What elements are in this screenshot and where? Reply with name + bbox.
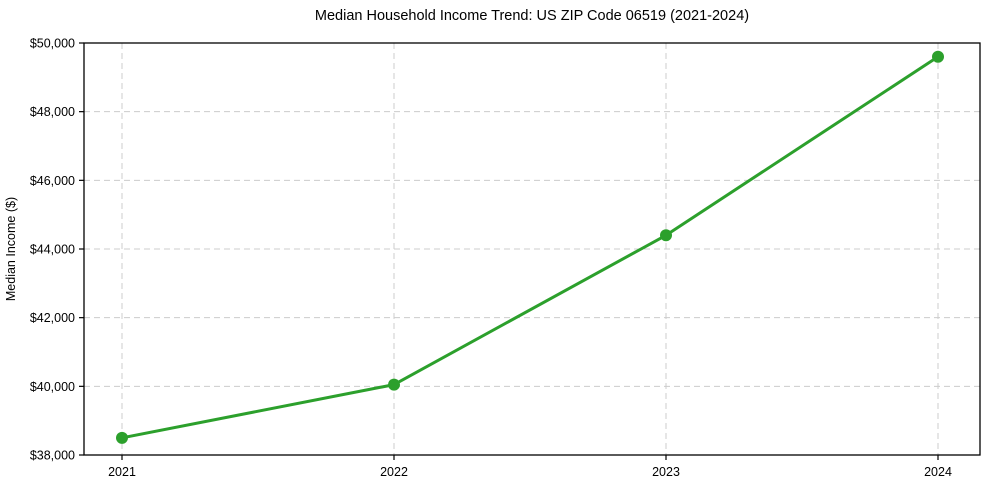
- y-tick-label: $40,000: [30, 380, 75, 394]
- plot-border: [83, 42, 981, 456]
- y-tick-label: $38,000: [30, 449, 75, 463]
- y-tick-label: $44,000: [30, 243, 75, 257]
- y-tick-label: $50,000: [30, 37, 75, 51]
- data-point: [388, 378, 400, 391]
- chart-title: Median Household Income Trend: US ZIP Co…: [314, 8, 750, 24]
- y-axis-label: Median Income ($): [4, 197, 18, 301]
- trend-line: [120, 55, 940, 440]
- data-point: [116, 431, 128, 444]
- x-tick-label: 2023: [652, 465, 680, 479]
- y-tick-label: $42,000: [30, 311, 75, 325]
- x-tick-label: 2024: [924, 465, 952, 479]
- x-tick-label: 2021: [108, 465, 136, 479]
- data-point: [932, 50, 944, 63]
- y-tick-label: $48,000: [30, 105, 75, 119]
- data-point: [660, 229, 672, 242]
- y-tick-label: $46,000: [30, 174, 75, 188]
- x-tick-label: 2022: [380, 465, 408, 479]
